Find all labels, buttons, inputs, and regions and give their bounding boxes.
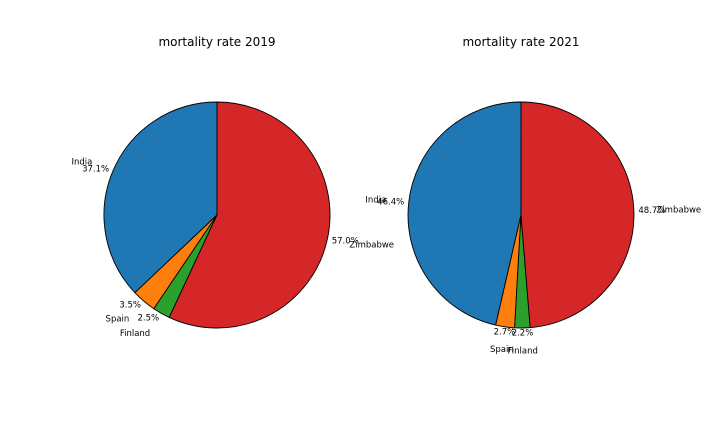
slice-percent-label-zimbabwe: 48.7% xyxy=(638,206,665,216)
slice-category-label-spain: Spain xyxy=(490,345,514,355)
pie-slice-india xyxy=(407,101,522,326)
chart-title-2021: mortality rate 2021 xyxy=(462,35,579,49)
slice-percent-label-spain: 3.5% xyxy=(119,301,141,311)
slice-category-label-finland: Finland xyxy=(508,347,538,357)
slice-category-label-finland: Finland xyxy=(120,329,150,339)
slice-percent-label-india: 46.4% xyxy=(377,198,404,208)
slice-percent-label-india: 37.1% xyxy=(82,165,109,175)
slice-percent-label-finland: 2.2% xyxy=(512,329,534,339)
pie-slice-zimbabwe xyxy=(168,101,331,329)
slice-percent-label-spain: 2.7% xyxy=(494,327,516,337)
slice-category-label-spain: Spain xyxy=(106,314,130,324)
slice-category-label-india: India xyxy=(72,157,93,167)
pie-slice-zimbabwe xyxy=(520,101,635,329)
slice-percent-label-zimbabwe: 57.0% xyxy=(332,236,359,246)
slice-category-label-zimbabwe: Zimbabwe xyxy=(657,206,702,216)
pie-slice-india xyxy=(103,101,218,294)
slice-category-label-zimbabwe: Zimbabwe xyxy=(349,240,394,250)
chart-title-2019: mortality rate 2019 xyxy=(158,35,275,49)
slice-percent-label-finland: 2.5% xyxy=(137,313,159,323)
slice-category-label-india: India xyxy=(365,196,386,206)
pie-chart-2021: mortality rate 2021 46.4%India 2.7% Spain 2… xyxy=(365,35,701,357)
